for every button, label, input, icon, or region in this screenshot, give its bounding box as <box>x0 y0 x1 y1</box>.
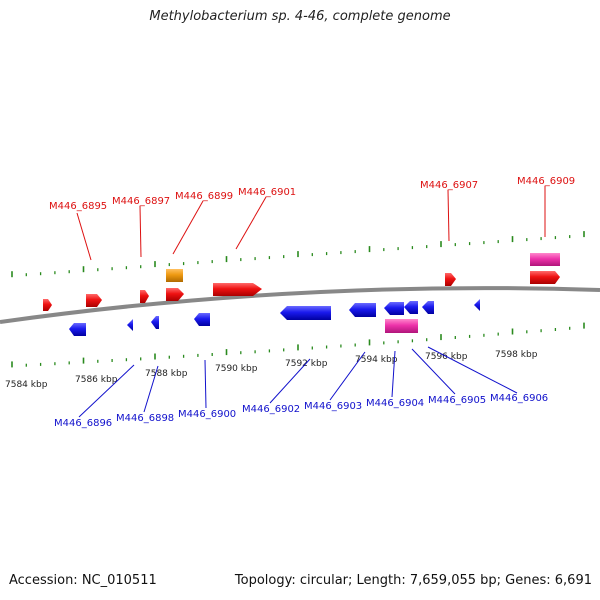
forward-label-leaders <box>76 186 546 261</box>
gene-label-m446-6906[interactable]: M446_6906 <box>490 393 548 404</box>
gene-label-m446-6905[interactable]: M446_6905 <box>428 395 486 406</box>
forward-gene-arrow[interactable] <box>213 283 262 296</box>
genome-backbone <box>0 286 600 324</box>
forward-gene-arrow[interactable] <box>166 288 184 301</box>
forward-gene-arrow[interactable] <box>43 299 52 311</box>
gene-label-m446-6895[interactable]: M446_6895 <box>49 201 107 212</box>
forward-gene-arrow[interactable] <box>140 290 149 303</box>
gene-label-m446-6901[interactable]: M446_6901 <box>238 187 296 198</box>
tick-label: 7584 kbp <box>5 380 48 390</box>
gene-label-m446-6903[interactable]: M446_6903 <box>304 401 362 412</box>
map-title: Methylobacterium sp. 4-46, complete geno… <box>149 9 451 24</box>
reverse-gene-arrow[interactable] <box>422 301 434 314</box>
reverse-gene-arrow[interactable] <box>151 316 159 329</box>
reverse-gene-arrow[interactable] <box>384 302 404 315</box>
forward-gene-arrow[interactable] <box>530 271 560 284</box>
tick-label: 7586 kbp <box>75 375 118 385</box>
reverse-tick-row <box>11 322 585 368</box>
coordinate-labels: 7584 kbp 7586 kbp 7588 kbp 7590 kbp 7592… <box>5 350 538 390</box>
gene-label-m446-6902[interactable]: M446_6902 <box>242 404 300 415</box>
forward-tick-row <box>11 231 585 278</box>
reverse-gene-arrow[interactable] <box>69 323 86 336</box>
forward-gene-arrow[interactable] <box>445 273 456 286</box>
gene-label-m446-6898[interactable]: M446_6898 <box>116 413 174 424</box>
reverse-gene-arrow[interactable] <box>194 313 210 326</box>
gene-label-m446-6909[interactable]: M446_6909 <box>517 176 575 187</box>
gene-label-m446-6899[interactable]: M446_6899 <box>175 191 233 202</box>
gene-label-m446-6897[interactable]: M446_6897 <box>112 196 170 207</box>
tick-label: 7588 kbp <box>145 369 188 379</box>
rrna-gene[interactable] <box>530 253 560 266</box>
other-gene[interactable] <box>166 269 183 282</box>
reverse-label-leaders <box>78 346 518 418</box>
gene-label-m446-6900[interactable]: M446_6900 <box>178 409 236 420</box>
accession-text: Accession: NC_010511 <box>9 573 157 588</box>
reverse-gene-arrow[interactable] <box>404 301 418 314</box>
gene-label-m446-6896[interactable]: M446_6896 <box>54 418 112 429</box>
tick-label: 7598 kbp <box>495 350 538 360</box>
reverse-gene-arrow[interactable] <box>349 303 376 317</box>
gene-label-m446-6907[interactable]: M446_6907 <box>420 180 478 191</box>
reverse-gene-labels: M446_6896 M446_6898 M446_6900 M446_6902 … <box>54 393 548 429</box>
tick-label: 7592 kbp <box>285 359 328 369</box>
genome-summary-text: Topology: circular; Length: 7,659,055 bp… <box>234 573 592 588</box>
forward-genes <box>43 253 560 311</box>
gene-label-m446-6904[interactable]: M446_6904 <box>366 398 424 409</box>
tick-label: 7590 kbp <box>215 364 258 374</box>
reverse-gene-arrow[interactable] <box>280 306 331 320</box>
rrna-gene[interactable] <box>385 319 418 333</box>
forward-gene-labels: M446_6895 M446_6897 M446_6899 M446_6901 … <box>49 176 575 212</box>
reverse-genes <box>69 299 480 336</box>
reverse-gene-arrow[interactable] <box>127 319 133 331</box>
reverse-gene-arrow[interactable] <box>474 299 480 311</box>
forward-gene-arrow[interactable] <box>86 294 102 307</box>
tick-label: 7594 kbp <box>355 355 398 365</box>
